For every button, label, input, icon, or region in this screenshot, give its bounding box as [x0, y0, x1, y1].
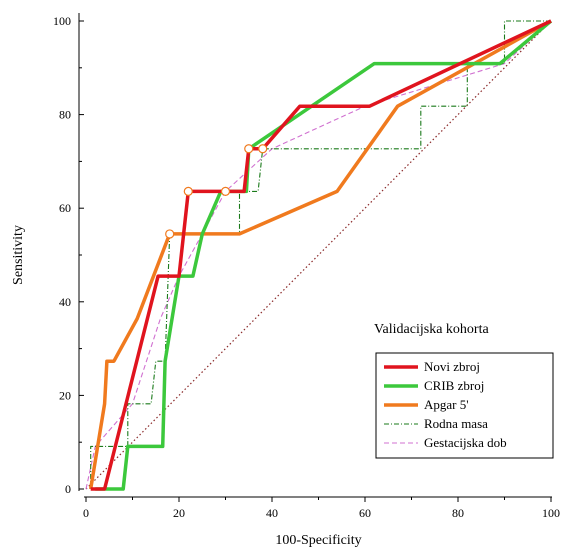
- legend-label: Gestacijska dob: [424, 435, 507, 450]
- x-tick-label: 100: [542, 506, 560, 520]
- chart-ticks: 0 20 40 60 80 100 0 20 40 60 80 100: [53, 14, 560, 520]
- legend-label: Rodna masa: [424, 416, 488, 431]
- y-tick-label: 60: [59, 201, 71, 215]
- y-tick-label: 0: [65, 482, 71, 496]
- series-line-2: [95, 19, 553, 491]
- series-layer: [85, 19, 553, 491]
- x-tick-label: 60: [359, 506, 371, 520]
- y-tick-label: 20: [59, 388, 71, 402]
- series-line-3: [88, 19, 552, 490]
- y-tick-label: 40: [59, 295, 71, 309]
- legend-label: Novi zbroj: [424, 359, 480, 374]
- x-tick-label: 40: [266, 506, 278, 520]
- y-tick-label: 80: [59, 108, 71, 122]
- x-tick-label: 80: [452, 506, 464, 520]
- chart-legend: Novi zbroj CRIB zbroj Apgar 5' Rodna masa Ge…: [375, 352, 554, 459]
- operating-point-marker: [244, 144, 254, 154]
- x-axis-title: 100-Specificity: [275, 533, 361, 548]
- legend-label: Apgar 5': [424, 397, 469, 412]
- y-axis-title: Sensitivity: [11, 225, 26, 285]
- x-tick-label: 20: [173, 506, 185, 520]
- x-tick-label: 0: [83, 506, 89, 520]
- y-tick-label: 100: [53, 14, 71, 28]
- cohort-annotation: Validacijska kohorta: [374, 322, 489, 337]
- legend-label: CRIB zbroj: [424, 378, 484, 393]
- series-line-1: [90, 19, 552, 491]
- operating-point-marker: [220, 186, 231, 196]
- operating-point-marker: [165, 229, 175, 239]
- operating-point-marker: [183, 186, 193, 196]
- markers-layer: [165, 144, 268, 239]
- operating-point-marker: [258, 144, 268, 154]
